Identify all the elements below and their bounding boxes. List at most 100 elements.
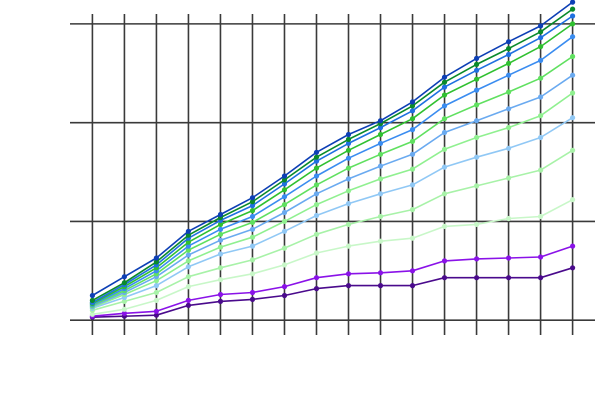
data-point [249,234,256,240]
data-point [153,283,159,289]
data-point [345,271,352,277]
data-point [185,228,191,234]
data-point [377,125,384,131]
data-point [153,255,159,261]
data-point [570,6,576,12]
data-point [281,187,288,193]
series-line [92,149,574,312]
data-point [217,298,224,304]
series-12 [89,0,576,299]
data-point [538,213,544,220]
data-point [377,213,384,220]
series-0 [89,265,576,320]
data-point [345,243,352,249]
data-point [313,182,320,188]
data-point [281,262,288,268]
data-point [121,306,127,312]
data-point [377,151,384,157]
series-line [92,8,574,302]
data-point [217,226,224,232]
data-point [506,89,512,95]
data-point [538,113,544,119]
data-point [570,197,576,203]
data-point [506,255,512,261]
data-point [185,297,191,303]
data-point [474,55,480,62]
data-point [441,258,448,264]
data-point [506,39,512,45]
data-point [249,226,256,232]
data-point [89,297,95,303]
data-point [249,243,256,249]
series-line [92,92,574,309]
data-point [185,264,191,270]
data-point [153,259,159,265]
series-line [92,198,573,316]
data-point [474,87,480,93]
series-layer [89,0,576,320]
data-point [441,74,448,80]
data-point [474,67,480,73]
series-6 [89,72,576,309]
data-point [538,44,544,50]
data-point [313,191,320,197]
data-point [377,163,384,169]
data-point [217,265,224,271]
data-point [538,94,544,100]
data-point [217,231,224,237]
data-point [313,286,320,292]
data-point [441,79,448,85]
data-point [506,275,512,281]
data-point [281,218,288,224]
data-point [185,258,191,264]
data-point [345,221,352,227]
data-point [538,35,544,41]
data-point [474,221,480,227]
data-point [185,274,191,280]
data-point [345,283,352,289]
data-point [409,235,416,241]
data-point [217,237,224,243]
data-point [377,270,384,276]
data-point [345,140,352,146]
data-point [538,254,544,260]
data-point [89,311,95,317]
data-point [217,277,224,283]
data-point [377,118,384,124]
data-point [185,247,191,253]
data-point [570,0,576,5]
data-point [409,151,416,157]
data-point [570,147,576,153]
data-point [281,228,288,234]
data-point [185,232,191,238]
data-point [377,238,384,244]
series-11 [89,6,576,303]
data-point [217,221,224,227]
data-point [185,302,191,308]
data-point [570,72,576,78]
data-point [506,215,512,222]
x-gridlines [91,14,574,335]
data-point [281,202,288,208]
data-point [506,60,512,66]
data-point [441,164,448,170]
data-point [345,136,352,142]
data-point [506,106,512,112]
series-line [91,1,574,297]
data-point [313,173,320,179]
series-line [92,117,574,310]
series-line [92,74,574,308]
data-point [538,23,544,29]
data-point [506,125,512,131]
data-point [377,176,384,182]
series-4 [89,115,576,311]
data-point [153,289,159,296]
data-point [409,207,416,213]
data-point [313,149,320,155]
data-point [409,108,416,114]
series-1 [89,243,576,319]
data-point [474,61,480,67]
data-point [441,223,448,229]
data-point [570,90,576,96]
data-point [409,182,416,188]
